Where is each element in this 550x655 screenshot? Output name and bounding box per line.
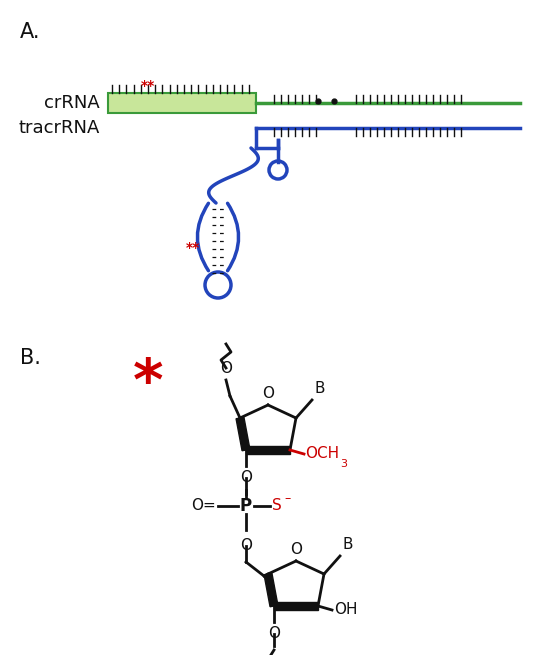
Text: B: B — [314, 381, 324, 396]
Text: **: ** — [141, 79, 155, 93]
Text: O: O — [240, 538, 252, 553]
Polygon shape — [236, 417, 250, 451]
Text: OH: OH — [334, 603, 358, 618]
Text: O: O — [240, 470, 252, 485]
Text: –: – — [284, 493, 290, 506]
Bar — [108, 93, 256, 113]
Text: B: B — [342, 537, 353, 552]
Text: O: O — [290, 542, 302, 557]
Text: tracrRNA: tracrRNA — [19, 119, 100, 137]
Polygon shape — [264, 573, 278, 607]
Text: O: O — [262, 386, 274, 401]
Text: crRNA: crRNA — [44, 94, 100, 112]
Text: 3: 3 — [340, 459, 347, 469]
Text: O: O — [220, 361, 232, 376]
Text: O: O — [268, 626, 280, 641]
Text: **: ** — [186, 241, 200, 255]
Text: B.: B. — [20, 348, 41, 368]
Text: P: P — [240, 497, 252, 515]
Text: *: * — [133, 355, 163, 412]
Polygon shape — [274, 602, 318, 610]
Polygon shape — [246, 446, 290, 454]
Text: O=: O= — [191, 498, 216, 514]
Text: S: S — [272, 498, 282, 512]
Text: A.: A. — [20, 22, 41, 42]
Text: OCH: OCH — [305, 447, 339, 462]
